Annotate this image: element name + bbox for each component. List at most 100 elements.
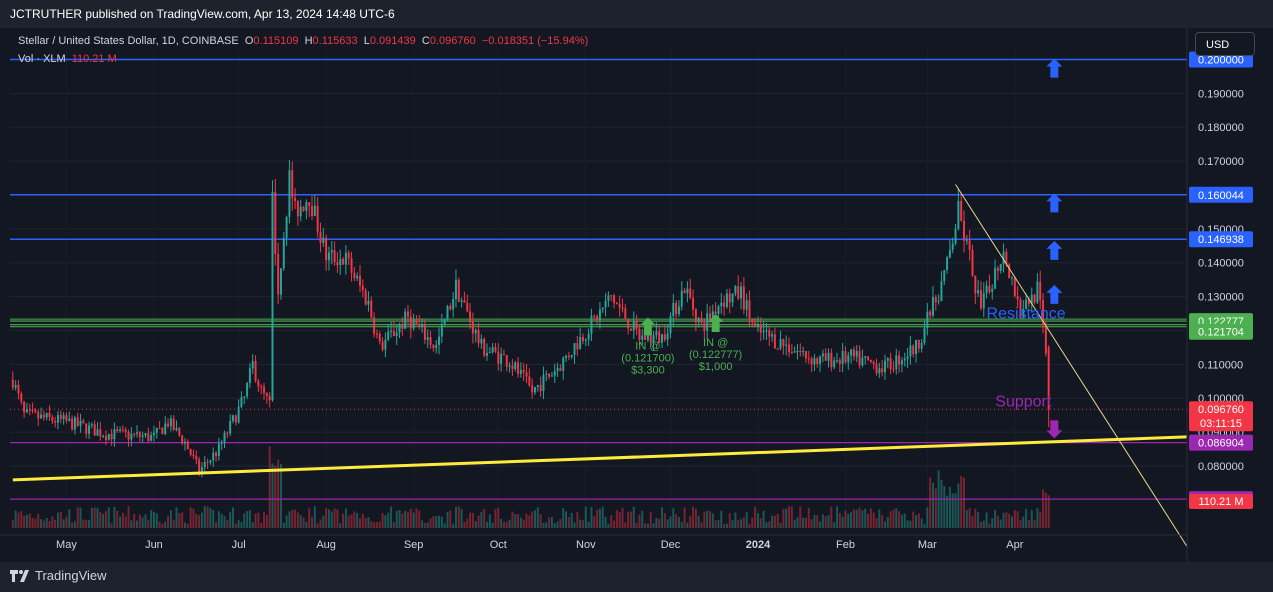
volume-bar xyxy=(638,514,641,528)
volume-bar xyxy=(844,510,847,528)
candle-body xyxy=(881,368,884,373)
volume-bar xyxy=(17,512,20,528)
y-tick-label: 0.130000 xyxy=(1198,292,1244,304)
candle-body xyxy=(364,290,367,305)
candle-body xyxy=(522,370,525,373)
candle-body xyxy=(629,328,632,331)
y-tick-label: 0.110000 xyxy=(1198,359,1243,371)
tradingview-logo[interactable]: TradingView xyxy=(10,568,107,583)
candle-body xyxy=(960,200,963,221)
volume-bar xyxy=(898,511,901,528)
candle-body xyxy=(850,349,853,356)
volume-bar xyxy=(906,520,909,528)
volume-bar xyxy=(861,510,864,528)
candle-body xyxy=(226,432,229,434)
volume-bar xyxy=(869,508,872,528)
volume-bar xyxy=(782,508,785,528)
candle-body xyxy=(494,347,497,352)
candle-body xyxy=(169,418,172,427)
candle-body xyxy=(903,358,906,361)
high-label: H xyxy=(304,35,313,47)
candle-body xyxy=(892,368,895,370)
volume-bar xyxy=(994,509,997,528)
publisher-bar: JCTRUTHER published on TradingView.com, … xyxy=(0,0,1273,28)
candle-body xyxy=(203,461,206,468)
volume-bar xyxy=(483,508,486,528)
volume-bar xyxy=(593,515,596,528)
candle-body xyxy=(663,334,666,340)
candle-body xyxy=(167,423,170,427)
volume-bar xyxy=(819,521,822,528)
volume-bar xyxy=(666,519,669,528)
x-tick-label: Oct xyxy=(490,539,507,551)
candle-body xyxy=(347,252,350,259)
candle-body xyxy=(813,358,816,365)
volume-bar xyxy=(330,511,333,528)
candle-body xyxy=(471,322,474,334)
volume-bar xyxy=(302,517,305,528)
volume-bar xyxy=(438,515,441,528)
volume-bar xyxy=(353,511,356,528)
currency-button[interactable]: USD xyxy=(1195,32,1255,56)
price-label: 0.086904 xyxy=(1198,438,1244,450)
candle-body xyxy=(929,311,932,316)
candle-body xyxy=(130,433,133,440)
candle-body xyxy=(212,452,215,461)
candle-body xyxy=(999,264,1002,271)
y-tick-label: 0.190000 xyxy=(1198,88,1244,100)
volume-bar xyxy=(59,511,62,528)
candle-body xyxy=(759,324,762,333)
candle-body xyxy=(1013,277,1016,297)
volume-bar xyxy=(463,521,466,528)
candle-body xyxy=(779,339,782,349)
candle-body xyxy=(257,380,260,387)
volume-bar xyxy=(373,522,376,528)
volume-bar xyxy=(892,509,895,528)
volume-bar xyxy=(102,513,105,528)
candle-body xyxy=(649,334,652,343)
volume-bar xyxy=(1044,492,1047,528)
candle-body xyxy=(590,315,593,334)
candle-body xyxy=(912,345,915,355)
candle-body xyxy=(56,414,59,423)
volume-bar xyxy=(858,507,861,528)
volume-bar xyxy=(607,523,610,528)
volume-bar xyxy=(316,523,319,528)
volume-bar xyxy=(878,509,881,528)
volume-bar xyxy=(99,511,102,528)
candle-body xyxy=(409,316,412,329)
candle-body xyxy=(1039,281,1042,301)
volume-bar xyxy=(107,507,110,528)
chart-frame[interactable]: Resistance Support IN @ (0.121700) $3,300 IN … xyxy=(0,28,1273,562)
candle-body xyxy=(311,205,313,217)
candle-body xyxy=(40,414,43,419)
volume-bar xyxy=(982,520,985,528)
candle-body xyxy=(288,170,291,217)
volume-bar xyxy=(344,508,347,528)
volume-bar xyxy=(999,519,1002,528)
candle-body xyxy=(398,325,401,333)
volume-bar xyxy=(793,519,796,528)
candle-body xyxy=(231,415,234,421)
volume-bar xyxy=(773,515,776,528)
candle-body xyxy=(463,300,466,303)
volume-bar xyxy=(821,514,824,528)
volume-bar xyxy=(291,510,294,528)
volume-bar xyxy=(325,508,328,528)
volume-bar xyxy=(390,506,393,528)
candle-body xyxy=(192,454,195,457)
candle-body xyxy=(683,290,686,294)
volume-value: 110.21 M xyxy=(71,53,117,65)
candle-body xyxy=(878,368,881,374)
volume-bar xyxy=(48,521,51,528)
volume-bar xyxy=(127,506,130,528)
candle-body xyxy=(855,350,858,357)
candle-body xyxy=(195,456,198,460)
volume-bar xyxy=(669,516,672,528)
candle-body xyxy=(296,200,299,217)
volume-bar xyxy=(248,510,251,528)
volume-badge: 110.21 M xyxy=(1198,496,1243,508)
candle-body xyxy=(776,348,779,350)
volume-bar xyxy=(759,518,762,528)
